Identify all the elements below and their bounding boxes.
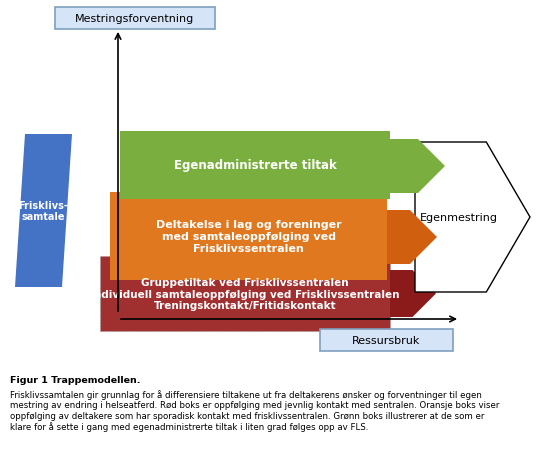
Text: Mestringsforventning: Mestringsforventning [75, 14, 194, 24]
Text: Frisklivssamtalen gir grunnlag for å differensiere tiltakene ut fra deltakerens : Frisklivssamtalen gir grunnlag for å dif… [10, 389, 499, 431]
Polygon shape [390, 140, 445, 193]
FancyBboxPatch shape [320, 329, 453, 351]
Text: Egenmestring: Egenmestring [420, 212, 498, 222]
Text: Figur 1 Trappemodellen.: Figur 1 Trappemodellen. [10, 375, 140, 384]
FancyBboxPatch shape [120, 131, 390, 200]
FancyBboxPatch shape [100, 257, 390, 331]
Polygon shape [415, 143, 530, 293]
FancyBboxPatch shape [110, 192, 387, 280]
Text: Deltakelse i lag og foreninger
med samtaleoppfølging ved
Frisklivssentralen: Deltakelse i lag og foreninger med samta… [156, 220, 342, 253]
FancyBboxPatch shape [55, 8, 215, 30]
Polygon shape [15, 135, 72, 288]
Polygon shape [390, 270, 436, 317]
Text: Frisklivs-
samtale: Frisklivs- samtale [18, 200, 68, 222]
Text: Egenadministrerte tiltak: Egenadministrerte tiltak [174, 159, 336, 172]
Text: Ressursbruk: Ressursbruk [352, 335, 421, 345]
Polygon shape [387, 211, 437, 264]
Text: Gruppetiltak ved Frisklivssentralen
Individuell samtaleoppfølging ved Frisklivss: Gruppetiltak ved Frisklivssentralen Indi… [90, 277, 400, 310]
